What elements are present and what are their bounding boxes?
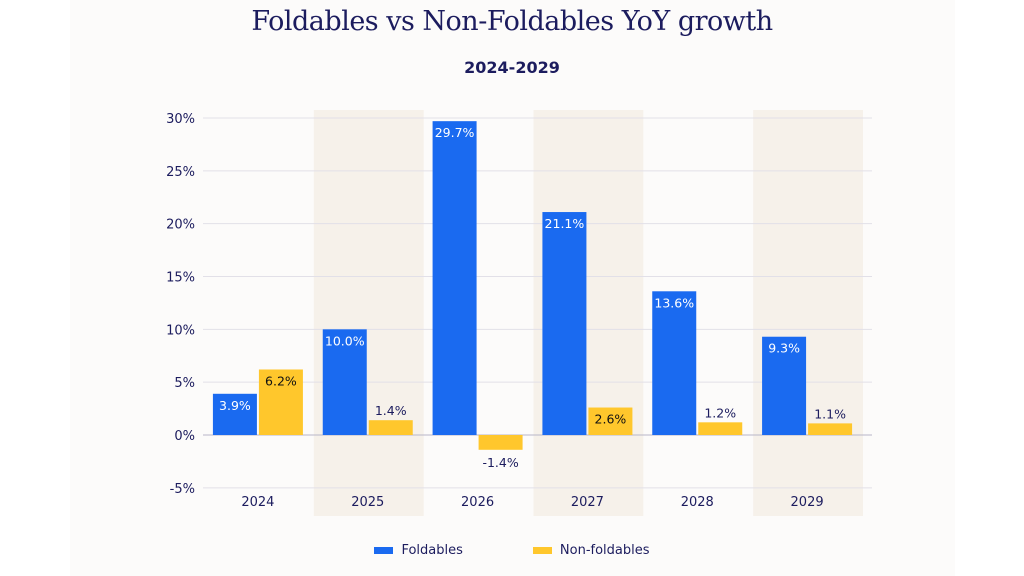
bar-foldables <box>432 121 477 436</box>
category-band <box>753 110 863 516</box>
data-label: 1.4% <box>375 403 407 418</box>
data-label: 1.1% <box>814 406 846 421</box>
x-tick-label: 2026 <box>461 495 494 510</box>
x-tick-label: 2029 <box>791 495 824 510</box>
y-tick-label: 30% <box>166 112 195 127</box>
x-tick-label: 2025 <box>351 495 384 510</box>
y-tick-label: 10% <box>166 323 195 338</box>
bar-non-foldables <box>808 423 853 435</box>
data-label: 3.9% <box>219 398 251 413</box>
legend: Foldables Non-foldables <box>0 543 1024 558</box>
x-tick-label: 2024 <box>241 495 274 510</box>
y-tick-label: 15% <box>166 271 195 286</box>
data-label: 21.1% <box>545 216 585 231</box>
legend-swatch-foldables <box>374 547 394 554</box>
data-label: 6.2% <box>265 373 297 388</box>
legend-item-foldables: Foldables <box>374 543 463 558</box>
data-label: 13.6% <box>654 295 694 310</box>
bar-non-foldables <box>588 407 633 435</box>
legend-swatch-non-foldables <box>532 547 552 554</box>
data-label: 29.7% <box>435 125 475 140</box>
bar-non-foldables <box>258 369 303 435</box>
bar-foldables <box>762 336 807 435</box>
y-tick-label: 25% <box>166 165 195 180</box>
data-label: 10.0% <box>325 333 365 348</box>
bar-non-foldables <box>368 420 413 435</box>
x-tick-label: 2027 <box>571 495 604 510</box>
y-tick-label: 20% <box>166 218 195 233</box>
bar-foldables <box>212 393 257 435</box>
x-tick-label: 2028 <box>681 495 714 510</box>
chart-subtitle: 2024-2029 <box>464 58 560 77</box>
data-label: -1.4% <box>482 455 518 470</box>
bar-non-foldables <box>478 435 523 450</box>
bar-non-foldables <box>698 422 743 435</box>
bar-foldables <box>652 291 697 435</box>
bar-foldables <box>542 212 587 435</box>
y-tick-label: -5% <box>170 482 195 497</box>
data-label: 2.6% <box>595 412 627 427</box>
chart-title: Foldables vs Non-Foldables YoY growth <box>251 6 773 37</box>
category-band <box>313 110 424 516</box>
bar-foldables <box>322 329 367 435</box>
data-label: 9.3% <box>768 341 800 356</box>
data-label: 1.2% <box>704 405 736 420</box>
y-tick-label: 5% <box>174 376 195 391</box>
legend-item-non-foldables: Non-foldables <box>532 543 650 558</box>
legend-label: Non-foldables <box>559 543 650 558</box>
legend-label: Foldables <box>401 543 463 558</box>
y-tick-label: 0% <box>174 429 195 444</box>
